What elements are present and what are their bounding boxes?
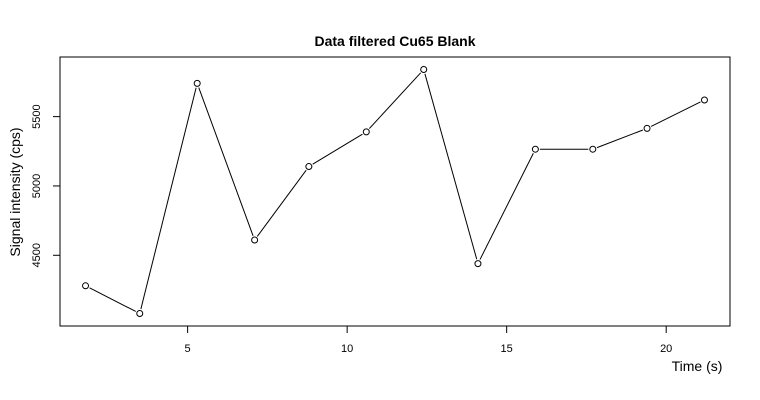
series-line-segment: [140, 87, 197, 310]
y-tick-label: 4500: [31, 243, 43, 267]
y-axis-label: Signal intensity (cps): [7, 127, 23, 256]
y-axis: 4500 5000 5500: [31, 104, 61, 268]
x-axis-label: Time (s): [672, 358, 723, 374]
data-point: [474, 260, 482, 268]
series-line-segment: [89, 287, 136, 312]
data-point: [420, 65, 428, 73]
data-point: [531, 145, 539, 153]
plot-area-border: [59, 56, 731, 327]
data-point: [643, 124, 651, 132]
series-line-segment: [424, 73, 478, 260]
data-series: [82, 65, 708, 318]
data-point: [362, 128, 370, 136]
series-line-segment: [256, 169, 307, 237]
data-point: [305, 163, 313, 171]
data-point: [136, 310, 144, 318]
x-tick-label: 15: [501, 343, 513, 355]
series-line-segment: [368, 72, 422, 129]
x-tick-label: 20: [660, 343, 672, 355]
x-tick-label: 5: [185, 343, 191, 355]
y-tick-label: 5500: [31, 104, 43, 128]
series-line-segment: [312, 133, 363, 165]
series-line-segment: [596, 129, 644, 149]
series-line-segment: [198, 87, 254, 236]
data-point: [251, 236, 259, 244]
x-tick-label: 10: [341, 343, 353, 355]
x-axis: 5 10 15 20: [185, 325, 672, 355]
chart-title: Data filtered Cu65 Blank: [314, 33, 475, 49]
series-line-segment: [650, 101, 701, 127]
data-point: [193, 79, 201, 87]
data-point: [700, 96, 708, 104]
series-line-segment: [479, 153, 534, 260]
data-point: [589, 145, 597, 153]
data-point: [82, 282, 90, 290]
y-tick-label: 5000: [31, 174, 43, 198]
